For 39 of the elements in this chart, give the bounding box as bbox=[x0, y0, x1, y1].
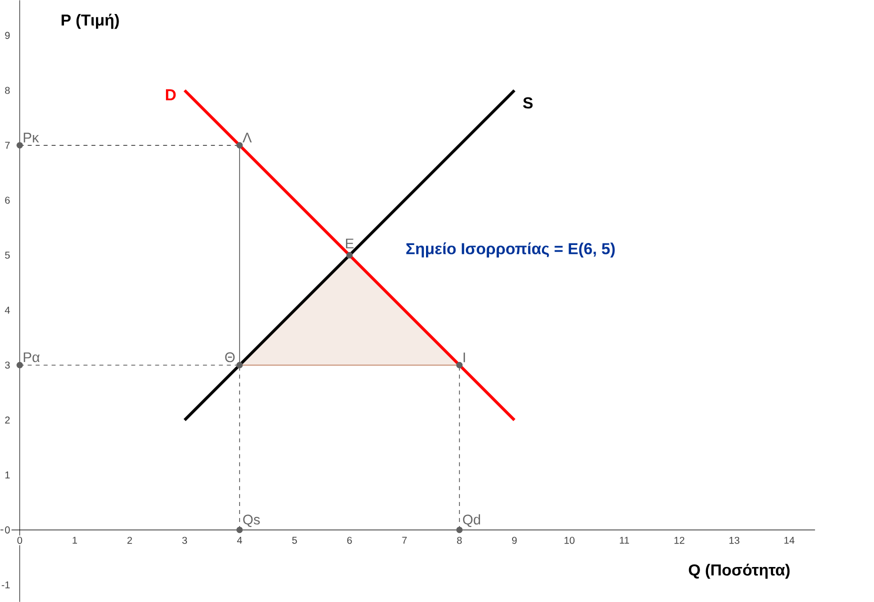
annotation: Qs bbox=[243, 514, 260, 527]
y-tick-label: 1 bbox=[5, 471, 10, 478]
annotation: I bbox=[464, 352, 465, 362]
annotation: Pα bbox=[24, 352, 40, 362]
x-tick-label: 13 bbox=[729, 536, 740, 544]
y-tick-label: 0 bbox=[5, 526, 10, 534]
x-tick-label: 9 bbox=[512, 536, 517, 544]
x-tick-label: 8 bbox=[457, 536, 462, 544]
y-tick-label: 3 bbox=[5, 361, 10, 369]
y-axis-title: P (Τιμή) bbox=[62, 14, 119, 29]
x-tick-label: 2 bbox=[127, 536, 132, 544]
x-tick-label: 3 bbox=[182, 536, 187, 544]
y-tick-label: 2 bbox=[5, 416, 10, 424]
y-tick-label: -1 bbox=[2, 581, 10, 588]
y-tick-label: 7 bbox=[5, 142, 10, 149]
x-tick-label: 4 bbox=[237, 536, 242, 544]
x-tick-label: 7 bbox=[402, 536, 407, 544]
y-tick-label: 8 bbox=[5, 86, 10, 94]
series-label: D bbox=[166, 89, 176, 100]
annotation: Σημείο Ισορροπίας = E(6, 5) bbox=[406, 242, 615, 258]
x-tick-label: 12 bbox=[674, 536, 684, 544]
x-tick-label: 1 bbox=[72, 536, 77, 544]
x-tick-label: 11 bbox=[620, 536, 630, 544]
x-tick-label: 14 bbox=[784, 536, 794, 544]
annotation: Pκ bbox=[24, 132, 39, 142]
series-label: S bbox=[523, 97, 533, 108]
y-tick-label: 4 bbox=[4, 306, 10, 314]
x-tick-label: 10 bbox=[564, 536, 574, 544]
x-axis-title: Q (Ποσότητα) bbox=[688, 564, 790, 579]
x-tick-label: 5 bbox=[292, 536, 297, 544]
annotation: Λ bbox=[242, 132, 252, 142]
x-tick-label: 0 bbox=[17, 536, 22, 544]
x-tick-label: 6 bbox=[347, 536, 352, 544]
annotation: E bbox=[346, 238, 354, 248]
annotation: Qd bbox=[463, 514, 480, 527]
y-tick-label: 6 bbox=[5, 196, 10, 204]
y-tick-label: 9 bbox=[5, 32, 10, 39]
y-tick-label: 5 bbox=[5, 252, 10, 259]
annotation: Θ bbox=[225, 352, 235, 362]
